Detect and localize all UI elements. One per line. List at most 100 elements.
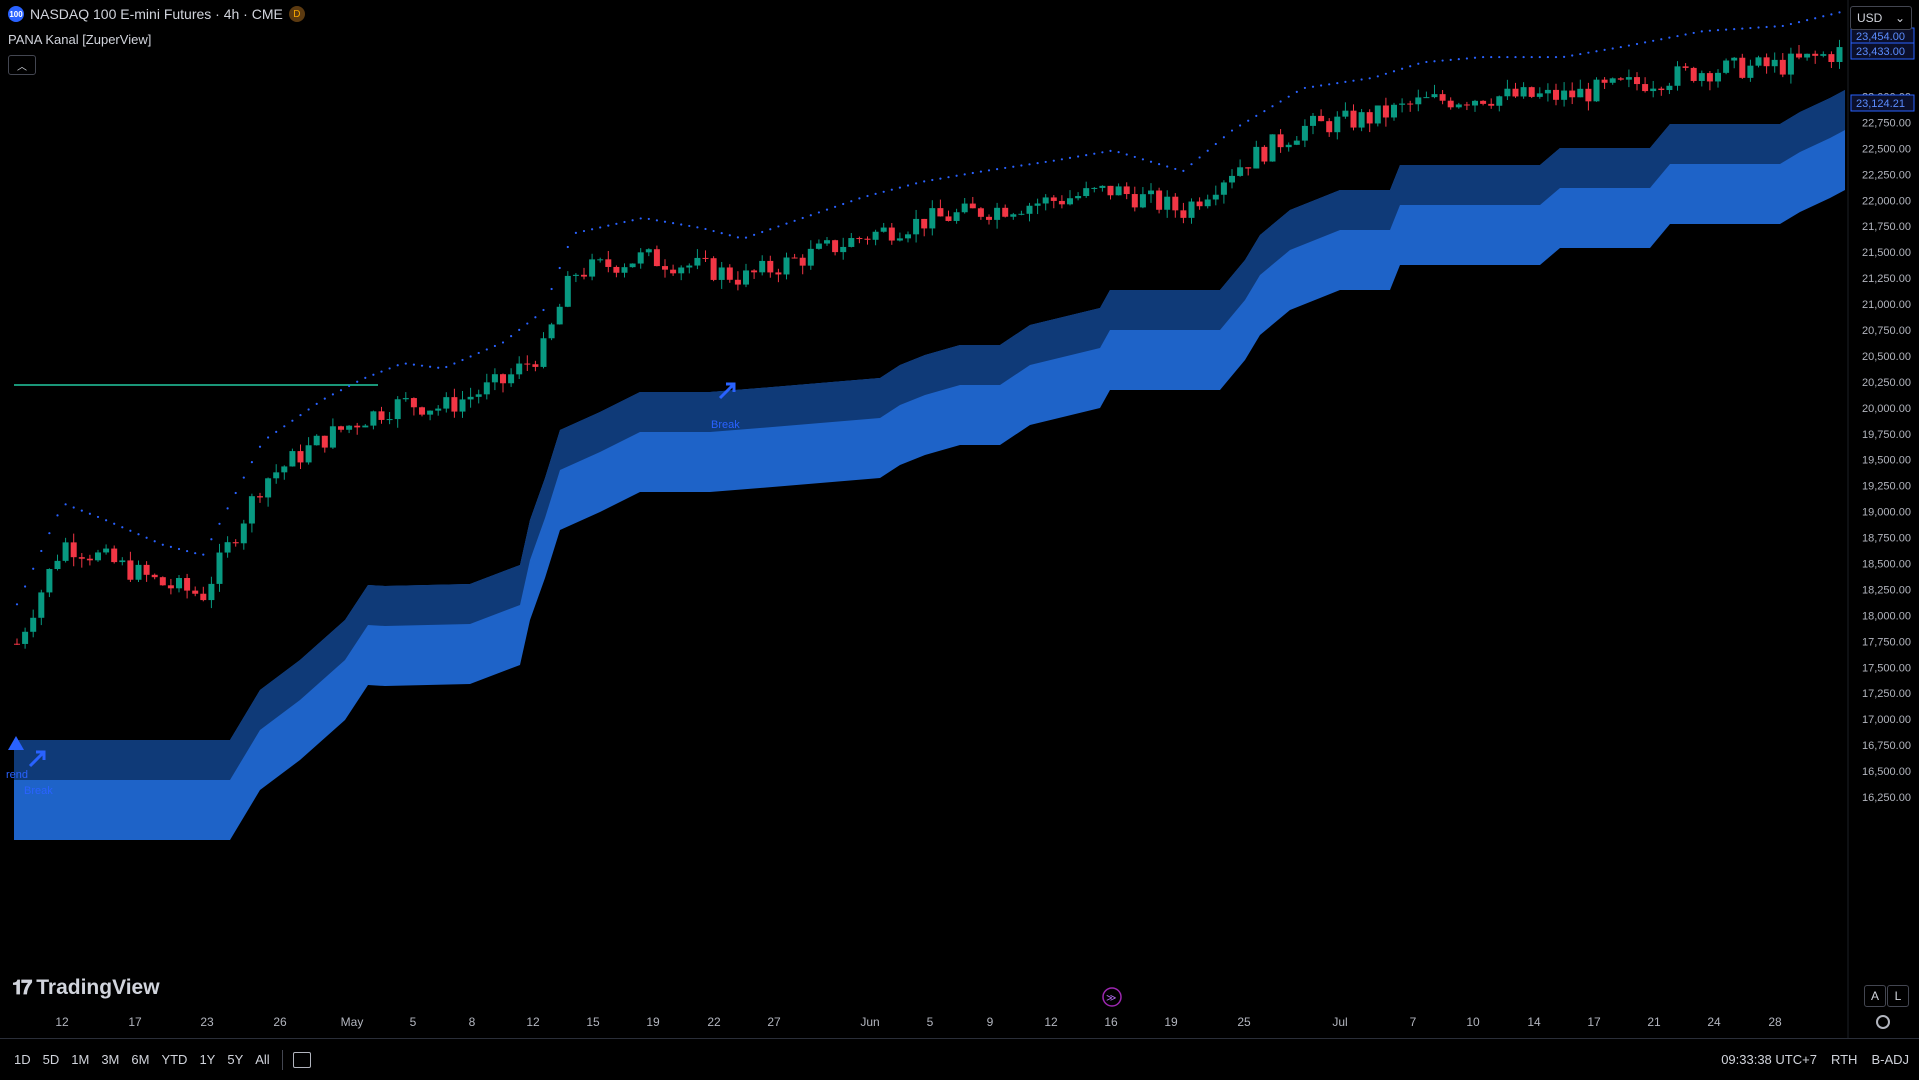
candle[interactable]	[581, 274, 587, 277]
candle[interactable]	[783, 257, 790, 275]
candle[interactable]	[929, 208, 936, 229]
candle[interactable]	[629, 263, 636, 268]
candle[interactable]	[443, 397, 450, 409]
candle[interactable]	[1099, 185, 1106, 188]
candle[interactable]	[192, 590, 199, 594]
candle[interactable]	[815, 243, 822, 249]
candle[interactable]	[1326, 121, 1333, 133]
candle[interactable]	[1180, 210, 1187, 218]
candle[interactable]	[1010, 214, 1017, 217]
candle[interactable]	[1399, 103, 1406, 105]
candle[interactable]	[459, 399, 466, 412]
candle[interactable]	[1488, 103, 1495, 106]
candle[interactable]	[1237, 167, 1244, 176]
candle[interactable]	[986, 216, 992, 220]
candle[interactable]	[824, 240, 830, 244]
candle[interactable]	[167, 585, 174, 589]
candle[interactable]	[653, 249, 660, 267]
candle[interactable]	[856, 238, 863, 240]
candle[interactable]	[1415, 97, 1422, 105]
candle[interactable]	[1196, 201, 1203, 207]
candle[interactable]	[1026, 205, 1033, 214]
currency-select[interactable]: USD ⌄	[1850, 6, 1912, 30]
candle[interactable]	[556, 306, 563, 325]
candle[interactable]	[1058, 200, 1065, 205]
candle[interactable]	[1115, 186, 1122, 196]
candle[interactable]	[1455, 104, 1462, 108]
candle[interactable]	[1755, 57, 1762, 66]
candle[interactable]	[1131, 194, 1138, 208]
candle[interactable]	[313, 435, 320, 446]
candle[interactable]	[467, 396, 474, 400]
candle[interactable]	[540, 338, 547, 367]
candle[interactable]	[1067, 198, 1073, 205]
candle[interactable]	[346, 425, 353, 430]
candle[interactable]	[572, 274, 579, 276]
candle[interactable]	[848, 238, 855, 247]
candle[interactable]	[1690, 67, 1697, 81]
candle[interactable]	[1423, 97, 1430, 99]
candle[interactable]	[1706, 73, 1713, 82]
candle[interactable]	[1763, 57, 1770, 67]
candle[interactable]	[1698, 73, 1705, 81]
candle[interactable]	[1229, 175, 1235, 183]
candle[interactable]	[864, 238, 871, 240]
candle[interactable]	[1828, 54, 1835, 62]
candle[interactable]	[475, 394, 482, 397]
candle[interactable]	[686, 265, 693, 268]
candle[interactable]	[78, 557, 85, 559]
candle[interactable]	[1787, 53, 1794, 75]
candle[interactable]	[451, 397, 458, 412]
candle[interactable]	[143, 564, 150, 575]
candle[interactable]	[832, 240, 839, 253]
candle[interactable]	[1723, 60, 1730, 73]
candle[interactable]	[1634, 77, 1640, 85]
range-button-5y[interactable]: 5Y	[227, 1052, 244, 1067]
chart-title[interactable]: NASDAQ 100 E-mini Futures · 4h · CME	[30, 6, 283, 22]
candle[interactable]	[216, 552, 223, 584]
candle[interactable]	[1212, 194, 1219, 200]
candle[interactable]	[1447, 100, 1454, 108]
candle[interactable]	[872, 231, 879, 240]
candle[interactable]	[1463, 104, 1470, 106]
candle[interactable]	[1342, 110, 1349, 117]
candle[interactable]	[257, 496, 263, 498]
candle[interactable]	[54, 560, 61, 570]
candle[interactable]	[1682, 66, 1689, 68]
candle[interactable]	[354, 425, 361, 428]
candle[interactable]	[338, 426, 344, 430]
candle[interactable]	[726, 267, 733, 280]
candle[interactable]	[508, 374, 515, 384]
candle[interactable]	[208, 583, 215, 601]
candle[interactable]	[370, 411, 377, 426]
candle[interactable]	[994, 207, 1001, 220]
candle[interactable]	[759, 260, 766, 273]
candle[interactable]	[1674, 66, 1681, 86]
candle[interactable]	[1593, 79, 1600, 102]
candle[interactable]	[743, 270, 749, 285]
candle[interactable]	[945, 216, 952, 221]
candle[interactable]	[119, 560, 126, 563]
candle[interactable]	[402, 398, 409, 400]
range-button-1d[interactable]: 1D	[14, 1052, 31, 1067]
candle[interactable]	[1431, 94, 1438, 98]
candle[interactable]	[961, 203, 968, 213]
candle[interactable]	[589, 259, 596, 277]
range-button-6m[interactable]: 6M	[131, 1052, 150, 1067]
candle[interactable]	[1075, 196, 1082, 199]
candle[interactable]	[1812, 53, 1819, 56]
candle[interactable]	[1658, 88, 1665, 91]
candle[interactable]	[1318, 115, 1325, 122]
candle[interactable]	[232, 542, 239, 544]
candle[interactable]	[1480, 100, 1487, 104]
candle[interactable]	[378, 411, 385, 420]
candle[interactable]	[329, 426, 336, 448]
candle[interactable]	[621, 267, 628, 273]
range-button-3m[interactable]: 3M	[101, 1052, 120, 1067]
candle[interactable]	[38, 592, 45, 618]
candle[interactable]	[1771, 59, 1778, 67]
candle[interactable]	[1804, 53, 1811, 58]
candle[interactable]	[410, 398, 417, 408]
candle[interactable]	[807, 248, 814, 266]
candle[interactable]	[86, 558, 93, 561]
